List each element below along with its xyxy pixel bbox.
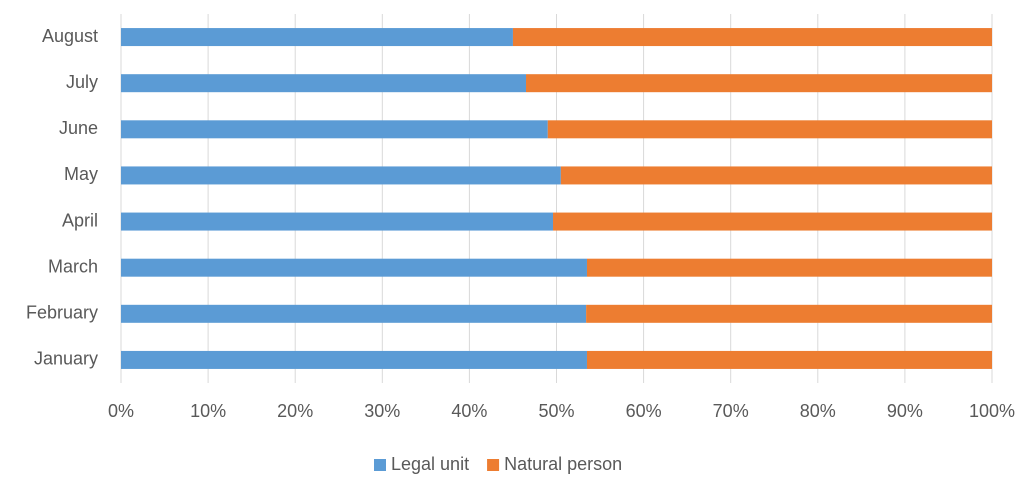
bar [512,28,992,47]
legend-swatch [487,459,500,471]
bar [121,304,587,323]
legend-label: Legal unit [391,454,469,474]
x-tick-label: 10% [190,401,226,421]
bar [121,166,561,185]
y-tick-label: June [59,118,98,138]
bar [121,212,554,231]
bar [121,258,587,277]
x-tick-label: 100% [969,401,1015,421]
y-tick-label: January [34,349,98,369]
x-tick-label: 80% [800,401,836,421]
x-tick-label: 0% [108,401,134,421]
x-tick-label: 30% [364,401,400,421]
bar [586,350,992,369]
bar [586,258,992,277]
y-tick-label: February [26,303,98,323]
y-tick-label: July [66,72,98,92]
y-tick-label: March [48,256,98,276]
y-tick-label: April [62,210,98,230]
bar [547,120,992,139]
x-tick-label: 20% [277,401,313,421]
bar [560,166,992,185]
x-tick-label: 90% [887,401,923,421]
bar [586,304,992,323]
bar [121,74,527,93]
x-tick-label: 40% [451,401,487,421]
legend-label: Natural person [504,454,622,474]
legend-swatch [374,459,386,471]
bar [121,28,513,47]
y-tick-label: May [64,164,98,184]
bar [553,212,992,231]
y-tick-label: August [42,26,98,46]
x-tick-label: 70% [713,401,749,421]
x-tick-label: 60% [626,401,662,421]
bar [526,74,992,93]
bar [121,120,548,139]
bar [121,350,587,369]
x-tick-label: 50% [538,401,574,421]
